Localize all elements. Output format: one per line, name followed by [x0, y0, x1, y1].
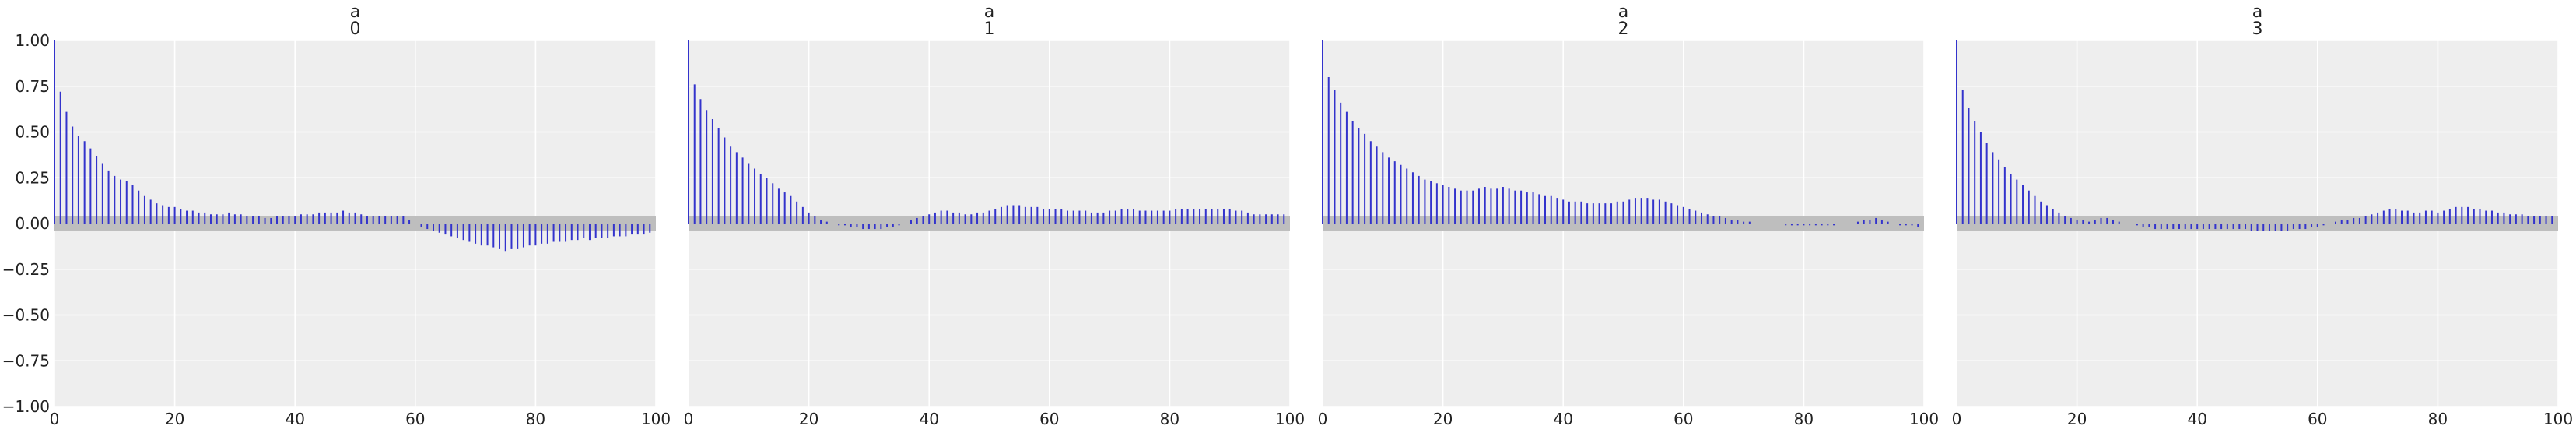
acf-panel-2: a20 20 40 60 80 100 [1318, 2, 1939, 428]
x-tick-label: 80 [526, 410, 545, 428]
x-tick-label: 0 [1318, 410, 1328, 428]
x-tick-label: 40 [2187, 410, 2206, 428]
panel-title-line-1: 0 [350, 19, 361, 39]
x-tick-label: 20 [2067, 410, 2087, 428]
acf-bars [54, 40, 651, 252]
panel-title-line-0: a [350, 2, 360, 22]
x-tick-label: 0 [50, 410, 60, 428]
y-tick-label: −0.75 [2, 351, 50, 370]
panel-title-line-0: a [2252, 2, 2262, 22]
x-tick-label: 60 [2308, 410, 2327, 428]
x-tick-label: 20 [799, 410, 818, 428]
y-tick-label: 0.50 [15, 123, 50, 142]
y-tick-label: 0.75 [15, 77, 50, 96]
x-tick-label: 100 [2543, 410, 2573, 428]
y-tick-label: −0.50 [2, 306, 50, 325]
y-tick-label: 0.00 [15, 214, 50, 233]
y-tick-label: −0.25 [2, 260, 50, 279]
panel-title-line-1: 2 [1618, 19, 1629, 39]
panel-title-line-0: a [984, 2, 994, 22]
panel-title-line-1: 3 [2252, 19, 2263, 39]
x-tick-label: 80 [2428, 410, 2448, 428]
acf-bars [1322, 40, 1919, 227]
acf-bars [688, 40, 1285, 230]
y-tick-label: −1.00 [2, 397, 50, 416]
x-tick-label: 0 [684, 410, 694, 428]
x-tick-label: 100 [1275, 410, 1305, 428]
acf-panel-0: a00 20 40 60 80 1001.000.750.500.250.00−0.25−… [2, 2, 671, 428]
panel-title-line-1: 1 [984, 19, 995, 39]
x-tick-label: 60 [1039, 410, 1059, 428]
x-tick-label: 20 [165, 410, 184, 428]
x-tick-label: 0 [1952, 410, 1962, 428]
x-tick-label: 80 [1160, 410, 1179, 428]
x-tick-label: 60 [405, 410, 425, 428]
x-tick-label: 60 [1674, 410, 1693, 428]
panel-title-line-0: a [1618, 2, 1628, 22]
x-tick-label: 40 [285, 410, 304, 428]
y-tick-label: 1.00 [15, 31, 50, 50]
x-tick-label: 20 [1433, 410, 1453, 428]
x-tick-label: 80 [1794, 410, 1814, 428]
acf-panel-1: a1 0 20 40 60 80 100 [684, 2, 1305, 428]
x-tick-label: 100 [641, 410, 671, 428]
acf-panel-3: a3 0 20 40 60 80 100 [1952, 2, 2573, 428]
y-tick-label: 0.25 [15, 168, 50, 187]
x-tick-label: 40 [1553, 410, 1572, 428]
x-tick-label: 100 [1909, 410, 1939, 428]
acf-bars [1956, 40, 2553, 231]
x-tick-label: 40 [919, 410, 938, 428]
